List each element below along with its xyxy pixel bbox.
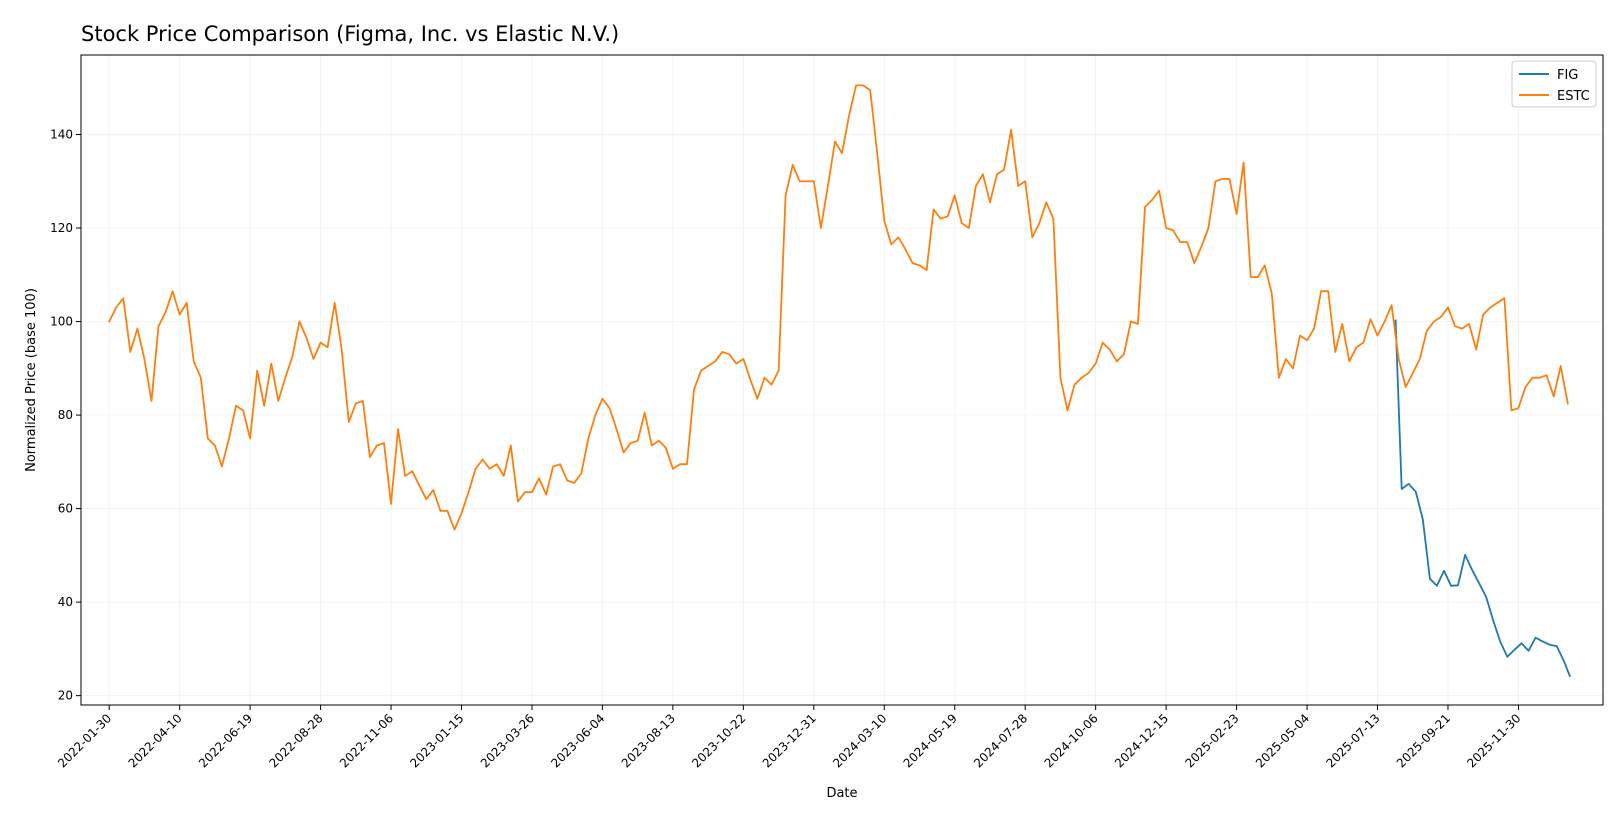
plot-area — [80, 54, 1604, 706]
x-tick-label: 2023-06-04 — [548, 711, 607, 770]
x-tick-label: 2024-10-06 — [1042, 711, 1101, 770]
series-line-fig — [1394, 319, 1571, 678]
x-tick-label: 2022-08-28 — [266, 711, 325, 770]
x-tick-label: 2024-12-15 — [1112, 711, 1171, 770]
x-tick-label: 2024-05-19 — [901, 711, 960, 770]
grid — [81, 55, 1603, 705]
x-axis: 2022-01-30 2022-04-10 2022-06-19 2022-08-28… — [55, 705, 1524, 770]
x-tick-label: 2025-09-21 — [1394, 711, 1453, 770]
x-tick-label: 2023-12-31 — [760, 711, 819, 770]
y-axis: 20 40 60 80 100 120 140 — [50, 127, 81, 703]
x-tick-label: 2025-05-04 — [1253, 711, 1312, 770]
y-tick-label: 60 — [58, 502, 73, 516]
chart-title: Stock Price Comparison (Figma, Inc. vs E… — [81, 22, 619, 46]
y-axis-title: Normalized Price (base 100) — [24, 288, 39, 472]
y-tick-label: 100 — [50, 315, 73, 329]
x-tick-label: 2022-11-06 — [337, 711, 396, 770]
legend-label-fig: FIG — [1557, 68, 1578, 83]
x-tick-label: 2024-07-28 — [971, 711, 1030, 770]
x-tick-label: 2022-04-10 — [126, 711, 185, 770]
y-tick-label: 120 — [50, 221, 73, 235]
x-tick-label: 2022-01-30 — [55, 711, 114, 770]
series-lines — [107, 84, 1571, 678]
y-tick-label: 40 — [58, 595, 73, 609]
x-tick-label: 2025-11-30 — [1464, 711, 1523, 770]
series-line-estc — [107, 84, 1569, 531]
y-tick-label: 20 — [58, 689, 73, 703]
y-tick-label: 140 — [50, 127, 73, 141]
x-axis-title: Date — [826, 786, 857, 801]
x-tick-label: 2024-03-10 — [830, 711, 889, 770]
x-tick-label: 2025-07-13 — [1323, 711, 1382, 770]
x-tick-label: 2023-03-26 — [478, 711, 537, 770]
x-tick-label: 2023-01-15 — [407, 711, 466, 770]
legend-label-estc: ESTC — [1557, 89, 1590, 104]
legend: FIG ESTC — [1511, 60, 1597, 108]
x-tick-label: 2023-08-13 — [619, 711, 678, 770]
x-tick-label: 2025-02-23 — [1182, 711, 1241, 770]
x-tick-label: 2023-10-22 — [689, 711, 748, 770]
y-tick-label: 80 — [58, 408, 73, 422]
x-tick-label: 2022-06-19 — [196, 711, 255, 770]
